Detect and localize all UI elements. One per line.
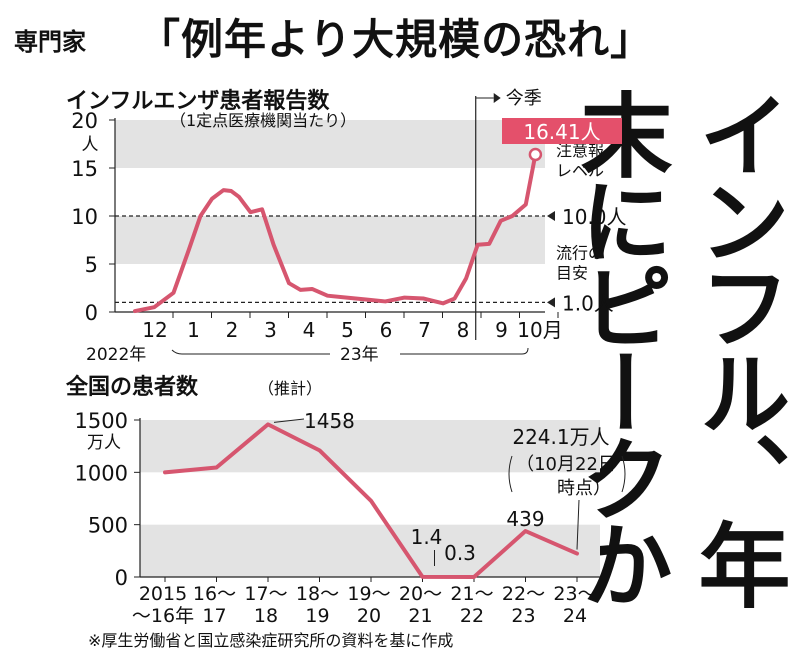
month-label: 3 <box>264 318 277 342</box>
threshold-value-label: 10.0人 <box>562 205 627 229</box>
threshold-name-label: 目安 <box>556 263 588 282</box>
latest-note-label: （10月22日 <box>516 454 616 475</box>
chart-title: 全国の患者数 <box>65 374 199 400</box>
data-label: 1458 <box>304 409 355 433</box>
y-tick-label: 0 <box>115 566 128 590</box>
y-tick-label: 0 <box>85 301 98 325</box>
latest-value-label: 16.41人 <box>523 120 600 144</box>
category-label: 17～ <box>244 583 287 605</box>
y-unit-label: 万人 <box>87 433 121 453</box>
category-label: 18 <box>254 605 278 627</box>
category-label: 17 <box>202 605 226 627</box>
threshold-marker <box>547 211 555 221</box>
threshold-name-label: レベル <box>556 161 604 180</box>
chart-subtitle: （1定点医療機関当たり） <box>170 111 356 130</box>
month-label: 7 <box>418 318 431 342</box>
y-tick-label: 5 <box>85 253 98 277</box>
chart-title: インフルエンザ患者報告数 <box>66 88 330 114</box>
month-label: 4 <box>303 318 316 342</box>
band-1 <box>140 420 600 473</box>
latest-badge <box>502 118 622 144</box>
headline: 専門家 「例年より大規模の恐れ」 <box>8 4 654 74</box>
month-label: 6 <box>380 318 393 342</box>
vertical-headline: インフル、年末にピークか <box>565 88 790 604</box>
year-label: 23年 <box>340 345 379 365</box>
category-label: 20～ <box>399 583 442 605</box>
threshold-marker <box>547 297 555 308</box>
category-label: 21～ <box>450 583 493 605</box>
data-label: 1.4 <box>411 525 443 549</box>
chart-title-note: （推計） <box>258 379 322 398</box>
headline-quote: 「例年より大規模の恐れ」 <box>138 15 654 64</box>
label-leader <box>576 499 580 550</box>
band-0 <box>115 216 545 264</box>
note-bracket <box>621 455 626 493</box>
category-label: 21 <box>408 605 432 627</box>
month-label: 5 <box>341 318 354 342</box>
label-leader <box>273 418 305 423</box>
category-label: 23 <box>511 605 535 627</box>
headline-prefix: 専門家 <box>14 28 86 56</box>
note-bracket <box>508 455 513 493</box>
category-label: 19～ <box>347 583 390 605</box>
month-label: 2 <box>226 318 239 342</box>
month-label: 12 <box>142 318 167 342</box>
category-label: 24 <box>563 605 587 627</box>
y-tick-label: 1500 <box>75 409 128 433</box>
category-label: 20 <box>357 605 381 627</box>
category-label: 2015 <box>139 583 187 605</box>
category-label: ～16年 <box>132 605 194 627</box>
y-tick-label: 500 <box>88 514 128 538</box>
year-bracket <box>171 347 529 355</box>
y-tick-label: 15 <box>71 157 98 181</box>
season-arrow-head <box>493 93 501 103</box>
data-label: 0.3 <box>444 541 476 565</box>
band-1 <box>115 120 545 168</box>
category-label: 23～ <box>553 583 596 605</box>
category-label: 22 <box>460 605 484 627</box>
month-label: 1 <box>187 318 200 342</box>
latest-note-label: 時点） <box>557 478 611 499</box>
threshold-name-label: 流行の <box>556 243 604 262</box>
threshold-value-label: 1.0人 <box>562 291 614 315</box>
y-unit-label: 人 <box>82 135 99 155</box>
latest-note-label: 224.1万人 <box>512 425 609 449</box>
y-tick-label: 1000 <box>75 461 128 485</box>
latest-point <box>528 147 543 162</box>
category-label: 19 <box>305 605 329 627</box>
season-label: 今季 <box>506 88 542 109</box>
month-label: 10月 <box>517 318 562 342</box>
year-label: 2022年 <box>86 345 146 365</box>
category-label: 18～ <box>296 583 339 605</box>
source-note: ※厚生労働省と国立感染症研究所の資料を基に作成 <box>88 631 453 650</box>
y-tick-label: 20 <box>71 109 98 133</box>
y-tick-label: 10 <box>71 205 98 229</box>
threshold-name-label: 注意報 <box>556 141 604 160</box>
month-label: 8 <box>457 318 470 342</box>
category-label: 16～ <box>193 583 236 605</box>
category-label: 22～ <box>502 583 545 605</box>
data-label: 439 <box>506 507 544 531</box>
month-label: 9 <box>495 318 508 342</box>
